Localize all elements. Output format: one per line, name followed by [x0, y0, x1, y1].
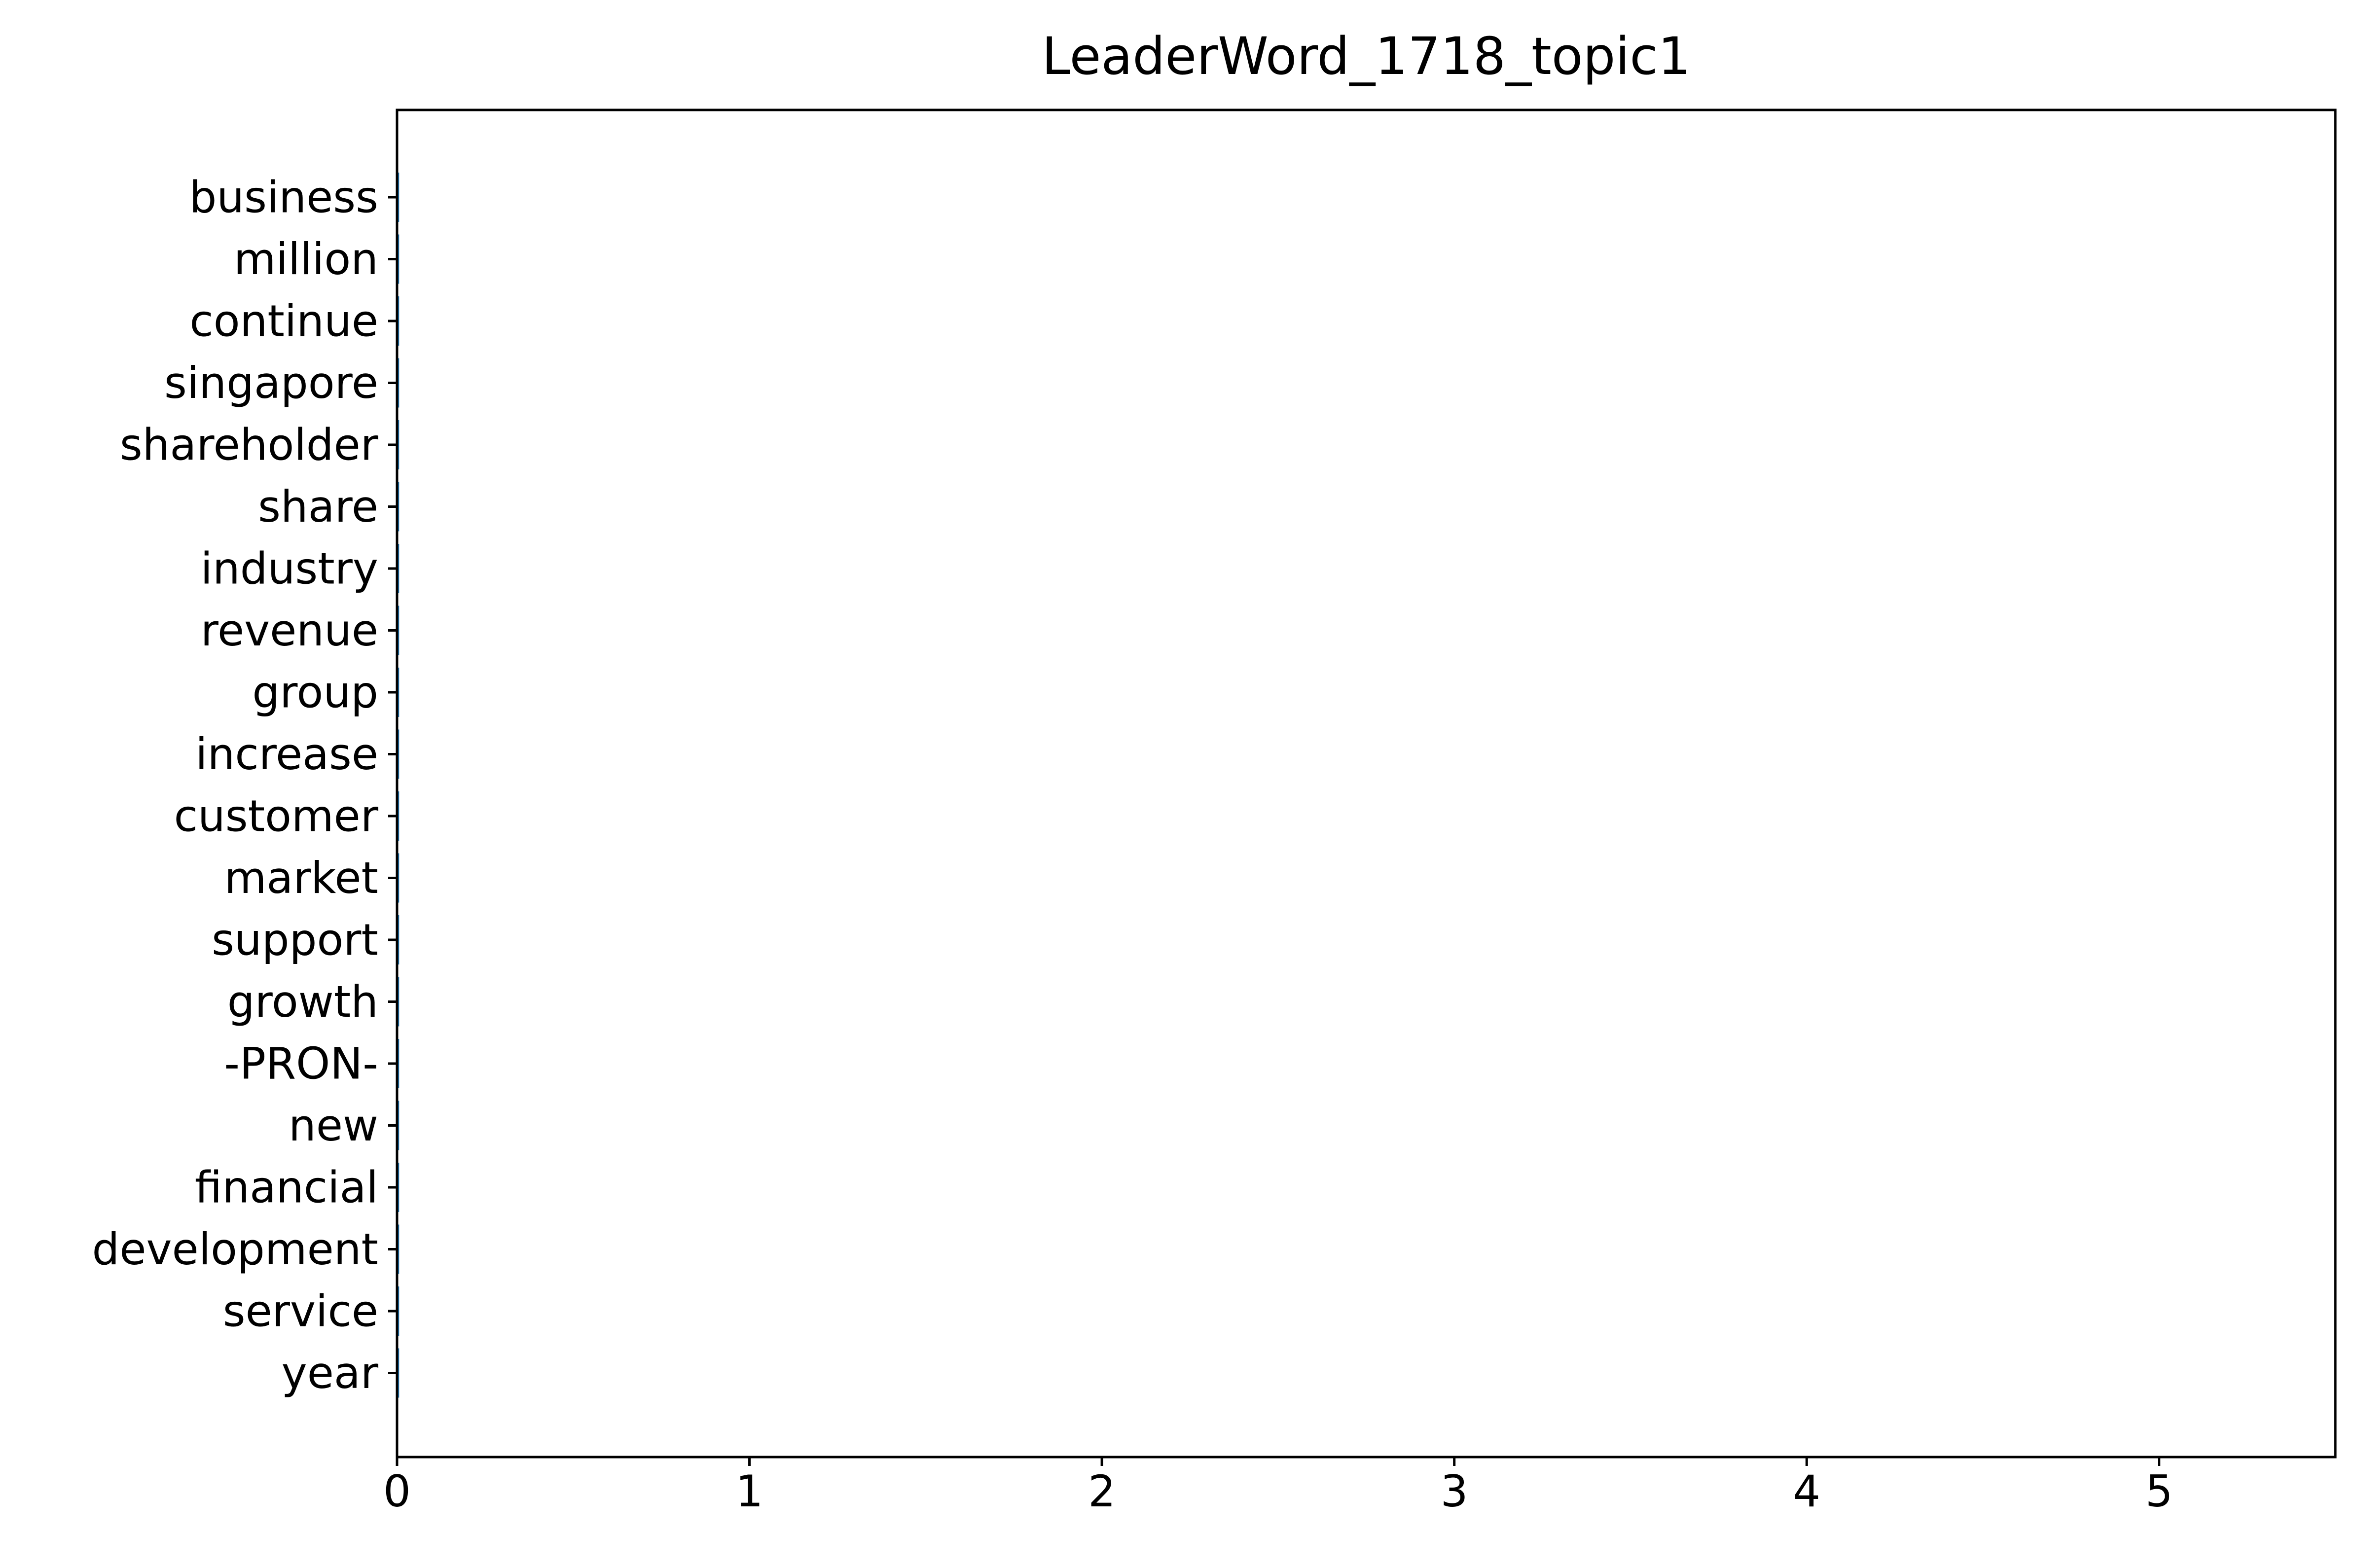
y-tick-label: financial — [195, 1162, 378, 1213]
y-tick-label: -PRON- — [224, 1038, 378, 1089]
y-tick-label: group — [252, 667, 378, 718]
x-tick-label: 5 — [2145, 1466, 2173, 1517]
x-axis: 0 1 2 3 4 5 — [383, 1457, 2173, 1517]
y-tick-label: business — [189, 172, 378, 223]
plot-frame — [396, 108, 2337, 1459]
y-tick-label: increase — [195, 729, 378, 780]
y-tick-label: market — [224, 853, 378, 903]
y-tick-label: new — [289, 1100, 378, 1151]
y-tick-label: year — [282, 1348, 379, 1398]
y-tick-label: service — [223, 1286, 378, 1337]
y-tick-label: million — [234, 234, 378, 285]
y-tick-label: support — [212, 915, 378, 965]
y-tick-label: growth — [227, 976, 378, 1027]
x-tick-label: 0 — [383, 1466, 411, 1517]
y-axis: business million continue singapore sharehol… — [92, 172, 397, 1398]
x-tick-label: 1 — [736, 1466, 763, 1517]
y-tick-label: customer — [174, 791, 379, 842]
y-tick-label: shareholder — [120, 420, 379, 470]
x-tick-label: 4 — [1793, 1466, 1820, 1517]
y-tick-label: revenue — [201, 605, 378, 656]
x-tick-label: 3 — [1441, 1466, 1468, 1517]
y-tick-label: singapore — [164, 357, 378, 408]
y-tick-label: share — [258, 481, 378, 532]
y-tick-label: industry — [201, 543, 378, 594]
chart-title: LeaderWord_1718_topic1 — [1042, 26, 1690, 86]
x-tick-label: 2 — [1088, 1466, 1116, 1517]
y-tick-label: continue — [189, 296, 378, 347]
y-tick-label: development — [92, 1224, 378, 1275]
